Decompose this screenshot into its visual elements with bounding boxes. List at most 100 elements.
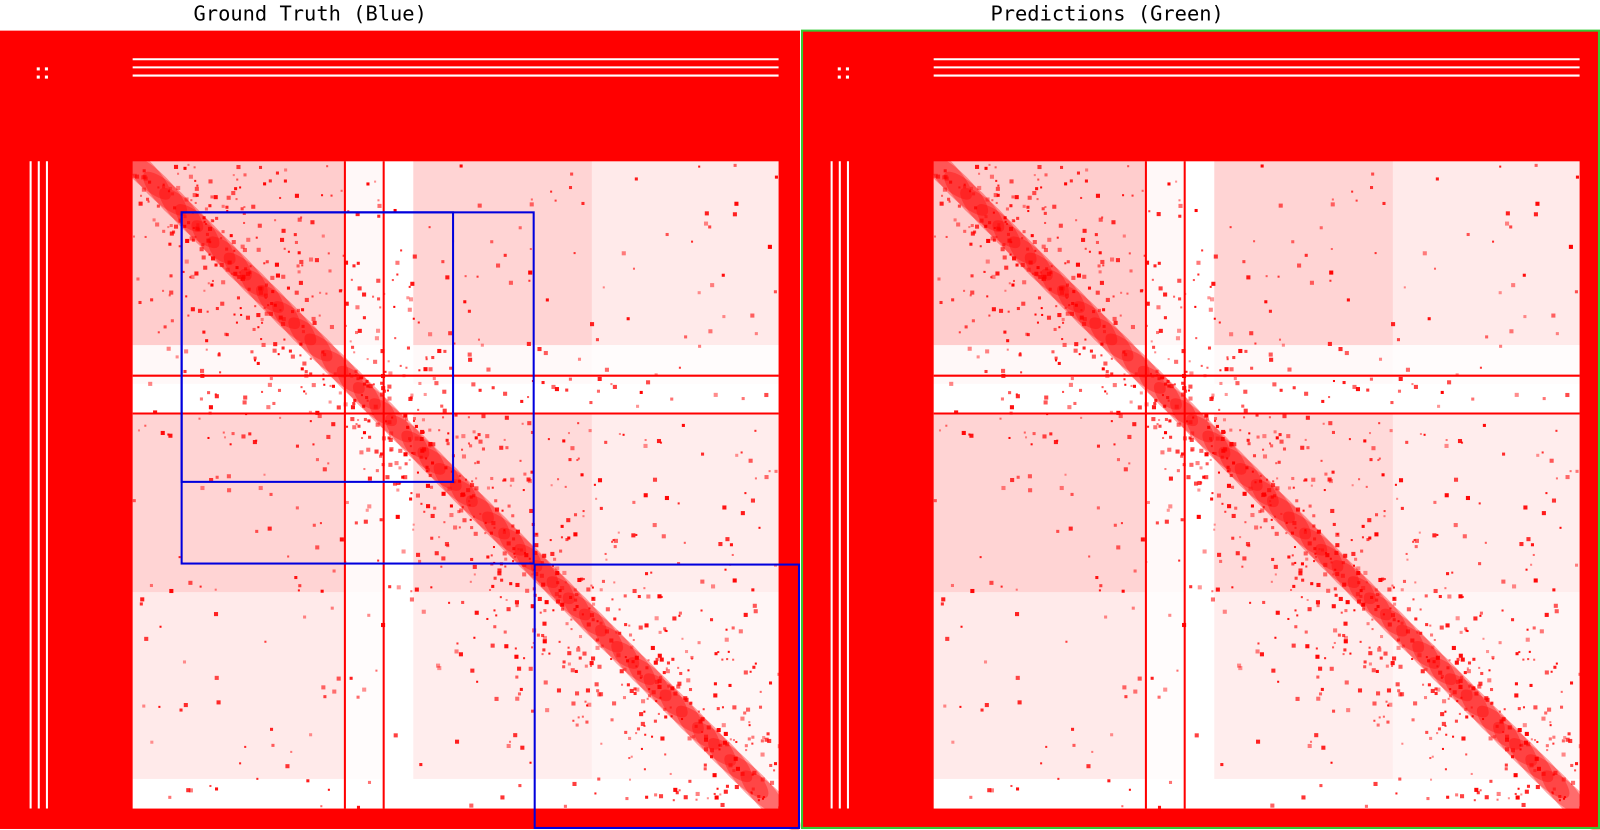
contact-dot bbox=[467, 442, 470, 445]
contact-dot bbox=[199, 397, 203, 401]
contact-dot bbox=[1345, 600, 1350, 605]
contact-dot bbox=[1096, 506, 1100, 510]
contact-dot bbox=[504, 644, 509, 649]
contact-dot bbox=[201, 243, 205, 247]
contact-dot bbox=[1563, 796, 1566, 799]
contact-dot bbox=[261, 390, 264, 393]
contact-dot bbox=[595, 645, 600, 650]
contact-dot bbox=[367, 504, 372, 509]
contact-dot bbox=[478, 439, 483, 444]
contact-dot bbox=[531, 646, 534, 649]
contact-dot bbox=[1460, 696, 1463, 699]
contact-dot bbox=[198, 417, 201, 420]
contact-dot bbox=[1479, 614, 1482, 617]
contact-dot bbox=[1154, 351, 1157, 354]
contact-dot bbox=[1334, 550, 1339, 555]
contact-dot bbox=[1268, 309, 1272, 313]
diagonal-signal bbox=[911, 139, 972, 200]
contact-dot bbox=[738, 629, 743, 634]
contact-dot bbox=[192, 226, 195, 229]
contact-dot bbox=[1154, 398, 1158, 402]
contact-dot bbox=[681, 718, 684, 721]
contact-dot bbox=[200, 485, 205, 491]
contact-dot bbox=[363, 467, 366, 471]
contact-dot bbox=[527, 421, 532, 426]
contact-dot bbox=[1221, 448, 1226, 453]
contact-dot bbox=[1314, 733, 1319, 738]
contact-dot bbox=[1294, 526, 1297, 529]
contact-dot bbox=[1196, 260, 1201, 265]
contact-dot bbox=[581, 201, 585, 205]
contact-dot bbox=[1168, 504, 1173, 509]
contact-dot bbox=[632, 588, 637, 594]
contact-dot bbox=[199, 247, 204, 252]
contact-dot bbox=[683, 795, 688, 800]
contact-dot bbox=[590, 584, 593, 587]
contact-dot bbox=[1110, 257, 1115, 262]
contact-dot bbox=[1372, 701, 1377, 706]
contact-dot bbox=[1080, 416, 1083, 419]
contact-dot bbox=[1139, 391, 1143, 395]
contact-dot bbox=[989, 788, 994, 793]
contact-dot bbox=[1330, 247, 1333, 251]
contact-dot bbox=[560, 524, 564, 528]
contact-dot bbox=[1473, 799, 1476, 802]
contact-dot bbox=[1413, 539, 1416, 542]
contact-dot bbox=[713, 392, 718, 397]
contact-dot bbox=[419, 455, 423, 459]
contact-dot bbox=[403, 452, 408, 457]
contact-dot bbox=[159, 625, 162, 628]
contact-dot bbox=[1496, 791, 1501, 797]
contact-block bbox=[1392, 132, 1580, 346]
contact-dot bbox=[194, 179, 197, 182]
contact-dot bbox=[1378, 716, 1381, 719]
contact-dot bbox=[1086, 764, 1091, 769]
contact-dot bbox=[380, 392, 385, 397]
contact-dot bbox=[219, 262, 224, 268]
contact-dot bbox=[1381, 473, 1385, 477]
contact-dot bbox=[1552, 742, 1555, 745]
contact-dot bbox=[448, 331, 453, 336]
contact-dot bbox=[1215, 587, 1220, 592]
contact-dot bbox=[1492, 657, 1495, 660]
contact-dot bbox=[695, 791, 700, 797]
contact-dot bbox=[1462, 534, 1467, 539]
contact-dot bbox=[984, 224, 988, 228]
contact-dot bbox=[542, 639, 546, 643]
contact-dot bbox=[632, 500, 636, 504]
contact-dot bbox=[1202, 549, 1207, 554]
contact-dot bbox=[698, 719, 703, 724]
contact-dot bbox=[1456, 700, 1459, 703]
contact-dot bbox=[223, 436, 227, 439]
contact-dot bbox=[1418, 531, 1421, 534]
contact-dot bbox=[1387, 622, 1392, 627]
contact-dot bbox=[619, 669, 624, 674]
contact-dot bbox=[713, 682, 717, 686]
contact-dot bbox=[1549, 721, 1552, 724]
contact-dot bbox=[489, 531, 493, 535]
contact-dot bbox=[1244, 521, 1247, 524]
contact-dot bbox=[1015, 675, 1020, 680]
contact-dot bbox=[1376, 604, 1380, 609]
contact-dot bbox=[976, 355, 980, 359]
contact-dot bbox=[1505, 221, 1510, 226]
contact-dot bbox=[551, 384, 556, 389]
contact-dot bbox=[1534, 163, 1538, 167]
contact-dot bbox=[567, 651, 572, 656]
contact-dot bbox=[205, 232, 209, 236]
contact-dot bbox=[442, 408, 447, 413]
contact-dot bbox=[1396, 497, 1399, 500]
contact-dot bbox=[768, 470, 771, 473]
contact-dot bbox=[1366, 622, 1370, 626]
contact-dot bbox=[1363, 570, 1368, 575]
contact-dot bbox=[562, 439, 566, 443]
contact-dot bbox=[562, 665, 566, 669]
contact-dot bbox=[296, 264, 300, 268]
contact-dot bbox=[585, 720, 589, 724]
contact-dot bbox=[194, 201, 197, 204]
contact-dot bbox=[708, 225, 712, 229]
contact-dot bbox=[239, 186, 242, 189]
contact-dot bbox=[263, 262, 266, 265]
contact-dot bbox=[1276, 477, 1279, 480]
diagonal-signal bbox=[960, 187, 1021, 249]
